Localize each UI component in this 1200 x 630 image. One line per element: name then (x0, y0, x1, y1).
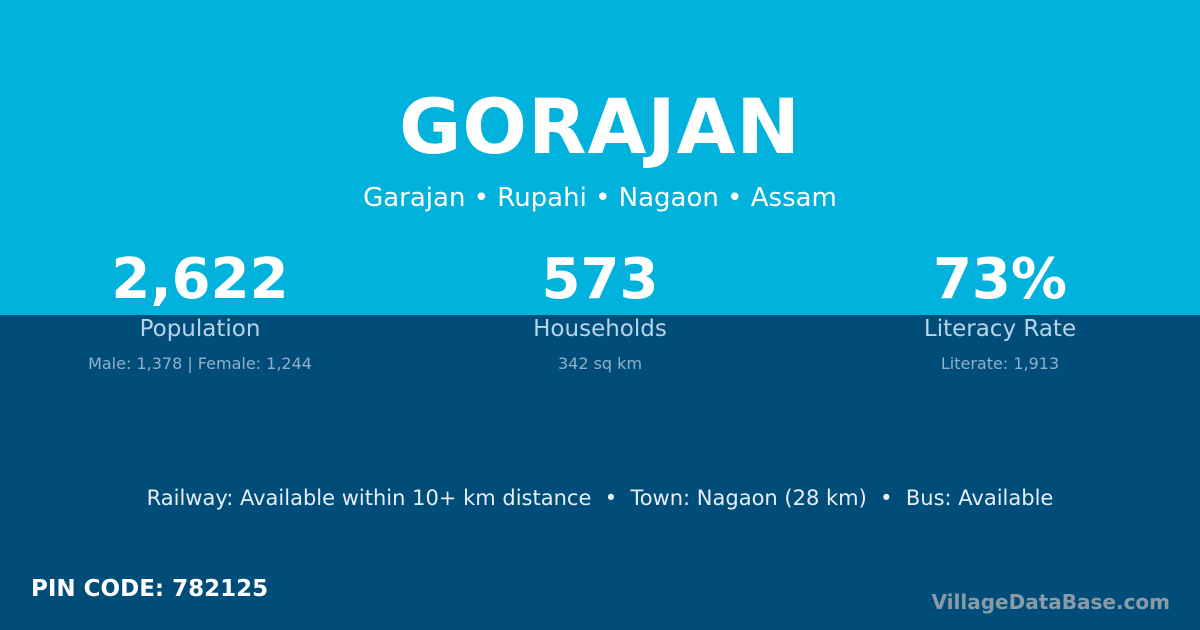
stat-value: 573 (541, 247, 659, 312)
pin-code: PIN CODE: 782125 (31, 576, 269, 602)
stat-detail: 342 sq km (557, 354, 643, 373)
stat-value: 73% (932, 247, 1068, 312)
stat-label: Literacy Rate (923, 316, 1077, 342)
stat-households: 573 Households 342 sq km (400, 247, 800, 374)
stat-population: 2,622 Population Male: 1,378 | Female: 1… (0, 247, 400, 374)
stat-label: Households (533, 316, 667, 342)
stat-label: Population (139, 316, 261, 342)
location-subtitle: Garajan • Rupahi • Nagaon • Assam (363, 183, 837, 213)
stat-detail: Literate: 1,913 (940, 354, 1060, 373)
stat-value: 2,622 (111, 247, 289, 312)
lower-band (0, 315, 1200, 630)
stat-literacy: 73% Literacy Rate Literate: 1,913 (800, 247, 1200, 374)
connectivity-info: Railway: Available within 10+ km distanc… (146, 486, 1054, 510)
stat-detail: Male: 1,378 | Female: 1,244 (88, 354, 312, 373)
brand-logo: VillageDataBase.com (931, 590, 1170, 614)
village-title: GORAJAN (398, 82, 802, 171)
header-band (0, 0, 1200, 315)
